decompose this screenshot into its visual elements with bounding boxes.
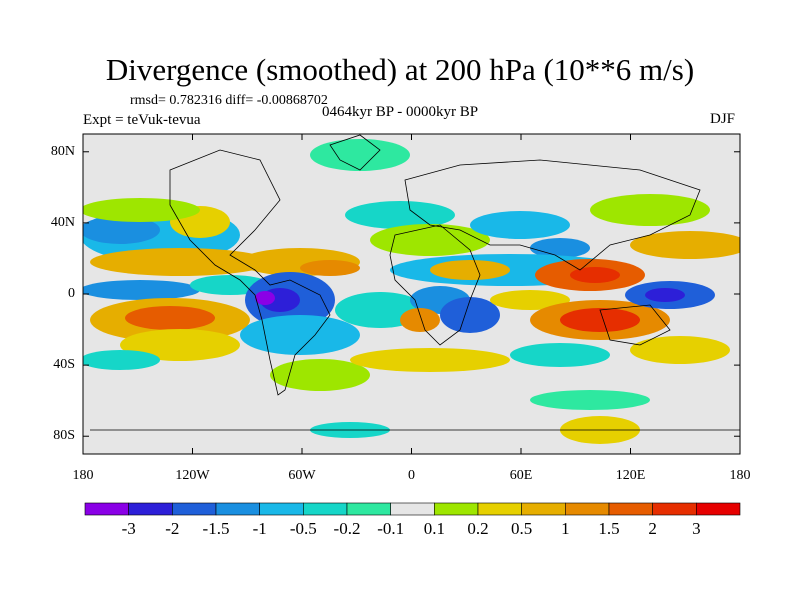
x-tick-label: 0 [408, 468, 415, 483]
colorbar-swatch [521, 502, 566, 516]
colorbar-label: -1.5 [202, 519, 230, 538]
x-tick-label: 60W [288, 468, 316, 483]
colorbar-label: 1.5 [598, 519, 620, 538]
colorbar-swatch [128, 502, 173, 516]
colorbar-swatch [434, 502, 479, 516]
season-label: DJF [710, 111, 736, 127]
y-tick-label: 0 [68, 286, 75, 301]
colorbar-label: -0.2 [333, 519, 361, 538]
colorbar-label: 1 [561, 519, 570, 538]
colorbar-swatch [608, 502, 653, 516]
x-tick-label: 120E [615, 468, 646, 483]
colorbar-swatch [84, 502, 129, 516]
colorbar-swatch [390, 502, 435, 516]
colorbar-label: -2 [165, 519, 180, 538]
colorbar-label: -0.5 [289, 519, 317, 538]
period-label: 0464kyr BP - 0000kyr BP [322, 104, 479, 120]
x-tick-label: 180 [72, 468, 94, 483]
colorbar-label: 0.5 [511, 519, 533, 538]
x-tick-label: 120W [175, 468, 210, 483]
x-tick-label: 180 [729, 468, 751, 483]
colorbar-swatch [346, 502, 391, 516]
colorbar-swatch [565, 502, 610, 516]
colorbar-swatch [477, 502, 522, 516]
experiment-label: Expt = teVuk-tevua [83, 112, 201, 128]
colorbar-swatch [172, 502, 217, 516]
colorbar-swatch [652, 502, 697, 516]
colorbar-label: 2 [648, 519, 657, 538]
colorbar-label: -1 [252, 519, 267, 538]
colorbar-label: 0.2 [467, 519, 489, 538]
map-title: Divergence (smoothed) at 200 hPa (10**6 … [105, 52, 695, 87]
colorbar-swatch [259, 502, 304, 516]
colorbar [84, 502, 741, 516]
colorbar-swatch [696, 502, 741, 516]
colorbar-label: 0.1 [423, 519, 445, 538]
x-tick-label: 60E [509, 468, 533, 483]
colorbar-swatch [215, 502, 260, 516]
colorbar-label: 3 [692, 519, 701, 538]
colorbar-label: -3 [121, 519, 136, 538]
y-tick-label: 40N [50, 214, 75, 230]
colorbar-label: -0.1 [377, 519, 405, 538]
y-tick-label: 80N [50, 143, 75, 159]
divergence-field [83, 139, 740, 444]
colorbar-swatch [303, 502, 348, 516]
coastlines [90, 134, 740, 431]
rmsd-diff-stats: rmsd= 0.782316 diff= -0.00868702 [130, 93, 328, 108]
y-tick-label: 80S [53, 428, 75, 444]
y-tick-label: 40S [53, 357, 75, 373]
